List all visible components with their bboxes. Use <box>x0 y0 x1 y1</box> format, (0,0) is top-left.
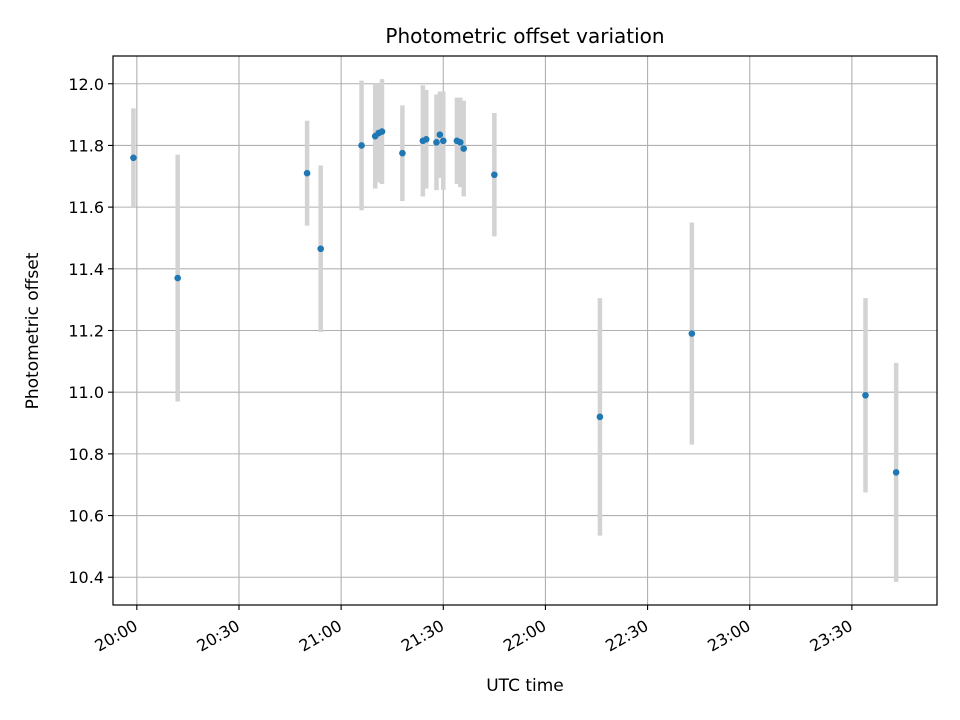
x-axis-title: UTC time <box>486 676 564 696</box>
data-point <box>422 135 430 143</box>
y-tick-label: 10.4 <box>68 568 104 587</box>
data-point <box>303 169 311 177</box>
data-point <box>358 142 365 149</box>
data-points <box>130 128 900 476</box>
y-tick-label: 11.0 <box>68 383 104 402</box>
data-point <box>596 413 604 421</box>
data-point <box>688 330 696 337</box>
data-point <box>174 274 181 282</box>
y-tick-label: 11.8 <box>68 136 104 155</box>
y-tick-label: 12.0 <box>68 75 104 94</box>
data-point <box>399 149 406 157</box>
data-point <box>130 154 137 162</box>
y-tick-label: 11.2 <box>68 322 104 341</box>
y-tick-label: 10.6 <box>68 507 104 526</box>
data-point <box>460 145 468 152</box>
data-point <box>457 139 464 146</box>
y-tick-label: 11.4 <box>68 260 104 279</box>
y-axis-ticks: 10.4 10.6 10.8 11.0 11.2 11.4 11.6 11.8 12.0 <box>68 75 113 587</box>
data-point <box>892 469 900 476</box>
y-axis-title: Photometric offset <box>23 252 43 409</box>
grid <box>113 56 937 605</box>
data-point <box>439 137 447 145</box>
data-point <box>433 139 440 146</box>
data-point <box>862 391 869 399</box>
data-point <box>491 171 498 179</box>
chart-title: Photometric offset variation <box>385 24 664 48</box>
y-tick-label: 10.8 <box>68 445 104 464</box>
data-point <box>317 245 325 253</box>
y-tick-label: 11.6 <box>68 198 104 217</box>
data-point <box>378 128 386 135</box>
data-point <box>436 131 444 138</box>
